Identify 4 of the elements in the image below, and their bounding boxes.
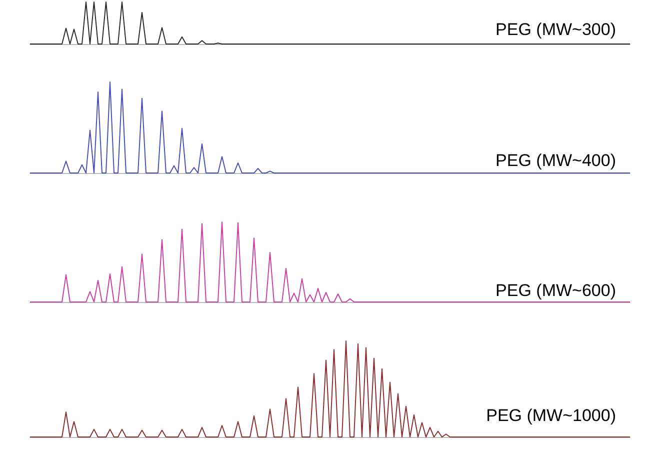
text: PEG (MW~600) bbox=[496, 281, 616, 300]
text: PEG (MW~400) bbox=[496, 151, 616, 170]
text: PEG (MW~300) bbox=[496, 20, 616, 39]
text: PEG (MW~1000) bbox=[486, 406, 616, 425]
